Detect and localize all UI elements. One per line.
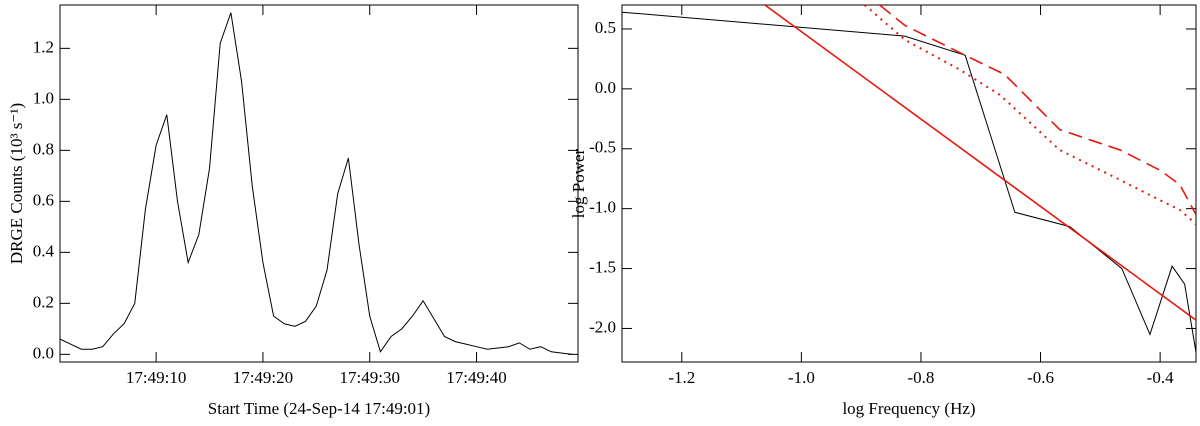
data-line bbox=[879, 5, 1196, 216]
x-tick-label: -1.2 bbox=[668, 368, 695, 387]
data-line bbox=[764, 5, 1196, 321]
y-tick-label: -1.5 bbox=[589, 257, 616, 276]
y-tick-label: -1.0 bbox=[589, 198, 616, 217]
y-tick-label: 0.5 bbox=[595, 18, 616, 37]
x-tick-label: -1.0 bbox=[788, 368, 815, 387]
x-tick-label: -0.8 bbox=[907, 368, 934, 387]
data-line bbox=[864, 5, 1196, 225]
plot-frame bbox=[621, 4, 1197, 363]
y-tick-label: -0.5 bbox=[589, 138, 616, 157]
data-line bbox=[622, 11, 1196, 353]
y-tick-label: -2.0 bbox=[589, 317, 616, 336]
x-tick-label: -0.6 bbox=[1027, 368, 1054, 387]
y-tick-label: 0.2 bbox=[33, 292, 54, 311]
y-tick-label: 0.8 bbox=[33, 139, 54, 158]
y-axis-label: DRGE Counts (10³ s⁻¹) bbox=[7, 103, 26, 264]
y-tick-label: 1.2 bbox=[33, 37, 54, 56]
y-tick-label: 1.0 bbox=[33, 88, 54, 107]
data-line bbox=[60, 12, 573, 355]
plot-frame bbox=[59, 4, 579, 363]
x-tick-label: -0.4 bbox=[1147, 368, 1174, 387]
x-tick-label: 17:49:30 bbox=[340, 368, 400, 387]
y-tick-label: 0.4 bbox=[33, 241, 55, 260]
x-tick-label: 17:49:10 bbox=[126, 368, 186, 387]
y-tick-label: 0.6 bbox=[33, 190, 54, 209]
x-tick-label: 17:49:40 bbox=[446, 368, 506, 387]
x-axis-label: log Frequency (Hz) bbox=[842, 399, 975, 418]
x-axis-label: Start Time (24-Sep-14 17:49:01) bbox=[208, 399, 430, 418]
x-tick-label: 17:49:20 bbox=[233, 368, 293, 387]
y-tick-label: 0.0 bbox=[595, 78, 616, 97]
y-tick-label: 0.0 bbox=[33, 343, 54, 362]
y-axis-label: log Power bbox=[569, 148, 588, 218]
